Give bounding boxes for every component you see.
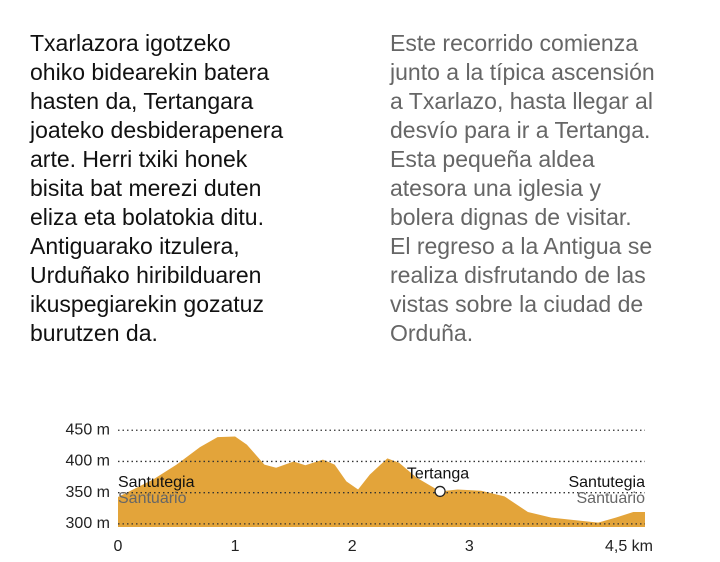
x-tick-label: 4,5 km xyxy=(605,538,653,555)
paragraph-line: Orduña. xyxy=(390,320,473,346)
x-tick-label: 0 xyxy=(114,538,123,555)
paragraph-line: Antiguarako itzulera, xyxy=(30,233,240,259)
y-tick-label: 300 m xyxy=(66,515,110,532)
y-tick-label: 400 m xyxy=(66,453,110,470)
x-tick-label: 1 xyxy=(231,538,240,555)
paragraph-line: joateko desbiderapenera xyxy=(29,117,283,143)
x-tick-label: 2 xyxy=(348,538,357,555)
start-label: Santuario xyxy=(118,490,187,507)
paragraph-line: a Txarlazo, hasta llegar al xyxy=(390,88,653,114)
place-label: Tertanga xyxy=(407,466,469,483)
y-tick-label: 350 m xyxy=(66,484,110,501)
paragraph-line: arte. Herri txiki honek xyxy=(30,146,248,172)
paragraph-line: Este recorrido comienza xyxy=(390,30,638,56)
x-tick-label: 3 xyxy=(465,538,474,555)
paragraph-line: Esta pequeña aldea xyxy=(390,146,595,172)
elevation-area xyxy=(118,436,645,527)
paragraph-line: hasten da, Tertangara xyxy=(30,88,254,114)
paragraph-line: El regreso a la Antigua se xyxy=(390,233,652,259)
end-label: Santuario xyxy=(577,490,646,507)
paragraph-line: junto a la típica ascensión xyxy=(389,59,655,85)
paragraph-line: eliza eta bolatokia ditu. xyxy=(30,204,264,230)
paragraph-line: realiza disfrutando de las xyxy=(390,262,646,288)
paragraph-line: desvío para ir a Tertanga. xyxy=(390,117,650,143)
place-marker xyxy=(434,485,446,498)
y-tick-label: 450 m xyxy=(66,421,110,438)
paragraph-line: bisita bat merezi duten xyxy=(30,175,261,201)
paragraph-line: atesora una iglesia y xyxy=(390,175,601,201)
paragraph-line: ikuspegiarekin gozatuz xyxy=(30,291,264,317)
paragraph-line: ohiko bidearekin batera xyxy=(30,59,269,85)
paragraph-line: vistas sobre la ciudad de xyxy=(390,291,643,317)
paragraph-line: bolera dignas de visitar. xyxy=(390,204,632,230)
paragraph-line: burutzen da. xyxy=(30,320,158,346)
paragraph-line: Urduñako hiribilduaren xyxy=(30,262,261,288)
end-label: Santutegia xyxy=(568,474,645,491)
paragraph-line: Txarlazora igotzeko xyxy=(30,30,231,56)
start-label: Santutegia xyxy=(118,474,195,491)
